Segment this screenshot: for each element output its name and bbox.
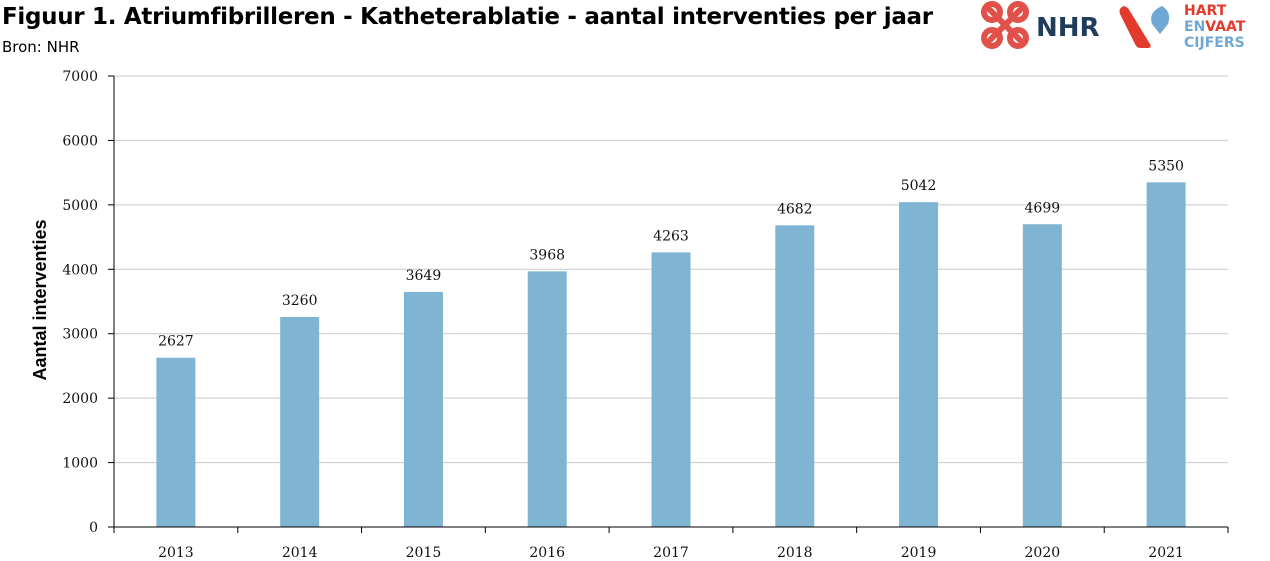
bar xyxy=(403,291,443,527)
data-label: 3260 xyxy=(282,293,318,309)
heart-drop-icon xyxy=(1119,6,1170,48)
hvc-line3: CIJFERS xyxy=(1184,35,1245,51)
logos: NHR HART ENVAAT CIJFERS xyxy=(981,1,1246,51)
x-tick-label: 2013 xyxy=(158,545,194,561)
y-tick-label: 6000 xyxy=(62,133,98,149)
bar xyxy=(527,271,567,527)
x-tick-label: 2020 xyxy=(1025,545,1061,561)
y-tick-label: 5000 xyxy=(62,198,98,214)
bar xyxy=(651,252,691,527)
bar xyxy=(1022,224,1062,528)
data-label: 5350 xyxy=(1148,158,1184,174)
bars xyxy=(156,182,1186,528)
x-tick-label: 2021 xyxy=(1148,545,1184,561)
x-tick-label: 2015 xyxy=(406,545,442,561)
bar xyxy=(280,316,320,527)
nhr-cross-icon xyxy=(981,1,1029,49)
y-axis-label: Aantal interventies xyxy=(30,219,50,380)
data-label: 4699 xyxy=(1025,200,1061,216)
y-tick-label: 2000 xyxy=(62,391,98,407)
data-label: 4682 xyxy=(777,201,813,217)
bar xyxy=(1146,182,1186,528)
axes xyxy=(108,75,1229,533)
y-tick-label: 4000 xyxy=(62,262,98,278)
x-tick-labels: 2013 2014 2015 2016 2017 2018 2019 2020 2021 xyxy=(158,545,1184,561)
nhr-logo-text: NHR xyxy=(1036,13,1100,43)
x-tick-label: 2017 xyxy=(653,545,689,561)
data-label: 3649 xyxy=(406,268,442,284)
hvc-en: EN xyxy=(1184,19,1205,35)
data-label: 2627 xyxy=(158,334,194,350)
data-label: 3968 xyxy=(529,247,565,263)
x-tick-label: 2016 xyxy=(529,545,565,561)
x-tick-label: 2018 xyxy=(777,545,813,561)
data-label: 5042 xyxy=(901,178,937,194)
chart-title: Figuur 1. Atriumfibrilleren - Katheterab… xyxy=(2,4,933,30)
x-tick-label: 2019 xyxy=(901,545,937,561)
data-labels: 2627 3260 3649 3968 4263 4682 5042 4699 5350 xyxy=(158,158,1184,349)
hvc-line2: ENVAAT xyxy=(1184,19,1246,35)
chart-source: Bron: NHR xyxy=(2,38,80,56)
hartenvaatcijfers-logo: HART ENVAAT CIJFERS xyxy=(1119,3,1246,51)
y-tick-label: 3000 xyxy=(62,327,98,343)
nhr-logo: NHR xyxy=(981,1,1100,49)
bar xyxy=(775,225,815,527)
hvc-line1: HART xyxy=(1184,3,1227,19)
x-tick-label: 2014 xyxy=(282,545,318,561)
bar xyxy=(156,357,196,527)
y-tick-labels: 0 1000 2000 3000 4000 5000 6000 7000 xyxy=(62,69,98,536)
hvc-vaat: VAAT xyxy=(1205,19,1245,35)
data-label: 4263 xyxy=(653,228,689,244)
bar xyxy=(899,202,939,528)
y-tick-label: 1000 xyxy=(62,456,98,472)
y-tick-label: 7000 xyxy=(62,69,98,85)
y-tick-label: 0 xyxy=(89,520,98,536)
